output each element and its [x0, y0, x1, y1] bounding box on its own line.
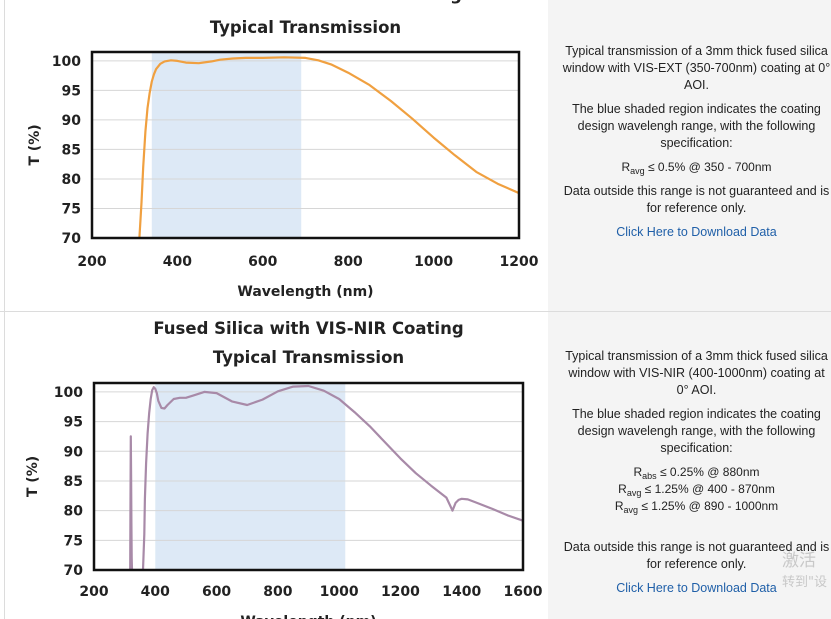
- x-tick-label: 1400: [442, 584, 481, 600]
- y-tick-label: 85: [62, 142, 81, 158]
- coating-spec-avg-1: Ravg ≤ 1.25% @ 400 - 870nm: [562, 481, 831, 502]
- y-tick-label: 100: [52, 54, 81, 70]
- chart-row-vis-nir: Fused Silica with VIS-NIR Coating Typical…: [0, 312, 831, 619]
- plot-frame: [90, 50, 521, 240]
- description-text: Typical transmission of a 3mm thick fuse…: [562, 44, 831, 92]
- series-line-1: [138, 56, 519, 238]
- x-tick-label: 400: [141, 584, 170, 600]
- chart-row-vis-ext: Fused Silica with VIS-EXT Coating Typical…: [0, 0, 831, 312]
- spec-symbol: R: [618, 482, 627, 496]
- y-tick-label: 90: [64, 444, 84, 460]
- chart-title-line-1: Fused Silica with VIS-EXT Coating: [149, 0, 462, 4]
- y-tick-label: 85: [64, 474, 83, 490]
- x-tick-label: 1200: [500, 254, 539, 270]
- spec-symbol: R: [621, 160, 631, 174]
- x-tick-label: 600: [248, 254, 277, 270]
- y-tick-label: 90: [62, 113, 82, 129]
- coating-spec-avg-2: Ravg ≤ 1.25% @ 890 - 1000nm: [562, 498, 831, 519]
- series-line-1: [129, 384, 523, 570]
- y-tick-label: 75: [64, 533, 83, 549]
- spec-text: ≤ 0.5% @ 350 - 700nm: [644, 160, 772, 174]
- shaded-region-note: The blue shaded region indicates the coa…: [572, 102, 821, 150]
- chart-title-line-2: Typical Transmission: [210, 18, 401, 37]
- disclaimer-text: Data outside this range is not guarantee…: [563, 540, 830, 571]
- disclaimer-text: Data outside this range is not guarantee…: [563, 184, 830, 215]
- x-tick-label: 200: [77, 254, 106, 270]
- y-tick-label: 80: [62, 172, 82, 188]
- spec-text: ≤ 1.25% @ 400 - 870nm: [641, 482, 775, 496]
- x-tick-label: 1000: [320, 584, 359, 600]
- description-panel-vis-ext: Typical transmission of a 3mm thick fuse…: [548, 0, 831, 311]
- download-data-link[interactable]: Click Here to Download Data: [616, 225, 777, 239]
- chart-title-line-2: Typical Transmission: [213, 348, 404, 367]
- y-tick-label: 95: [64, 415, 83, 431]
- download-data-link[interactable]: Click Here to Download Data: [616, 581, 777, 595]
- spec-subscript: abs: [642, 471, 657, 481]
- plot-frame: [92, 381, 525, 572]
- chart-cell-vis-ext: Fused Silica with VIS-EXT Coating Typical…: [4, 0, 549, 311]
- watermark-line-1: 激活: [782, 551, 816, 571]
- x-tick-label: 400: [163, 254, 192, 270]
- x-tick-label: 200: [79, 584, 108, 600]
- chart-vis-nir: Fused Silica with VIS-NIR Coating Typical…: [25, 319, 543, 619]
- y-tick-label: 70: [64, 563, 84, 579]
- spec-subscript: avg: [623, 505, 638, 515]
- y-tick-label: 75: [62, 201, 81, 217]
- spec-symbol: R: [633, 465, 643, 479]
- coating-spec: Ravg ≤ 0.5% @ 350 - 700nm: [562, 159, 831, 180]
- y-tick-label: 95: [62, 83, 81, 99]
- y-axis-label: T (%): [27, 124, 43, 165]
- coating-design-range-shade: [151, 52, 302, 238]
- spec-symbol: R: [614, 499, 624, 513]
- chart-cell-vis-nir: Fused Silica with VIS-NIR Coating Typical…: [4, 312, 549, 619]
- x-tick-label: 800: [334, 254, 363, 270]
- spec-text: ≤ 0.25% @ 880nm: [656, 465, 760, 479]
- x-axis-label: Wavelength (nm): [237, 284, 373, 300]
- description-text: Typical transmission of a 3mm thick fuse…: [565, 349, 828, 397]
- y-tick-label: 80: [64, 504, 84, 520]
- x-tick-label: 1000: [414, 254, 453, 270]
- chart-title-line-1: Fused Silica with VIS-NIR Coating: [153, 319, 463, 338]
- x-axis-label: Wavelength (nm): [240, 614, 376, 619]
- x-tick-label: 600: [202, 584, 231, 600]
- x-tick-label: 800: [263, 584, 292, 600]
- description-panel-vis-nir: Typical transmission of a 3mm thick fuse…: [548, 312, 831, 619]
- y-tick-label: 70: [62, 231, 82, 247]
- x-tick-label: 1200: [381, 584, 420, 600]
- coating-design-range-shade: [155, 383, 346, 570]
- spec-subscript: avg: [626, 488, 642, 498]
- coating-spec-abs: Rabs ≤ 0.25% @ 880nm: [562, 464, 831, 485]
- spec-subscript: avg: [630, 166, 645, 176]
- shaded-region-note: The blue shaded region indicates the coa…: [572, 407, 821, 455]
- y-tick-label: 100: [54, 385, 83, 401]
- spec-text: ≤ 1.25% @ 890 - 1000nm: [638, 499, 779, 513]
- y-axis-label: T (%): [25, 456, 41, 497]
- watermark-line-2: 转到"设: [782, 575, 827, 590]
- x-tick-label: 1600: [504, 584, 543, 600]
- chart-vis-ext: Fused Silica with VIS-EXT Coating Typical…: [27, 0, 539, 300]
